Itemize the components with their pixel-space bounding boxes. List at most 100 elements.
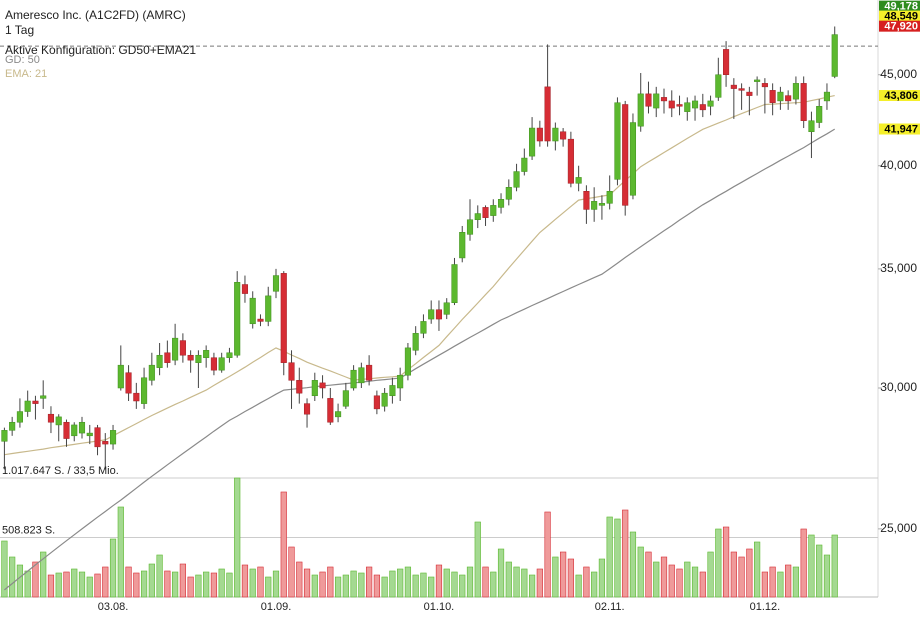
candle-body: [71, 424, 78, 437]
candle-body: [660, 97, 668, 102]
volume-bar: [823, 554, 831, 598]
candle-body: [536, 127, 543, 142]
volume-bar: [9, 556, 16, 598]
volume-bar: [280, 491, 287, 598]
candle-body: [816, 106, 823, 123]
candle-body: [40, 395, 47, 399]
candle-body: [738, 88, 745, 91]
candle-body: [172, 337, 179, 361]
volume-bar: [536, 568, 543, 598]
volume-bar: [179, 563, 186, 598]
volume-bar: [203, 571, 210, 598]
candle-body: [622, 104, 629, 206]
volume-bar: [428, 576, 435, 598]
candle-body: [241, 284, 249, 294]
candle-body: [249, 297, 256, 325]
volume-bar: [319, 571, 326, 598]
volume-bar: [1, 540, 8, 598]
candle-body: [754, 79, 761, 82]
volume-bar: [800, 528, 807, 598]
candle-body: [575, 177, 582, 184]
volume-bar: [567, 558, 574, 598]
candle-body: [591, 201, 598, 210]
candle-body: [614, 102, 621, 180]
candle-body: [629, 122, 637, 196]
candle-body: [47, 413, 55, 423]
volume-bar: [715, 528, 722, 598]
candle-body: [428, 309, 435, 320]
volume-bar: [40, 551, 47, 598]
volume-bar: [598, 558, 606, 598]
volume-bar: [777, 571, 784, 598]
volume-bar: [513, 566, 520, 598]
candle-body: [16, 411, 23, 423]
candle-body: [606, 191, 613, 204]
candle-body: [272, 275, 280, 292]
volume-bar: [443, 568, 450, 598]
volume-bar: [24, 570, 31, 598]
volume-bar: [404, 566, 412, 598]
candle-body: [443, 302, 450, 315]
candle-body: [148, 364, 155, 381]
candle-body: [792, 83, 799, 100]
frame: [0, 0, 879, 598]
candle-body: [544, 86, 551, 142]
config-label: Aktive Konfiguration: GD50+EMA21: [5, 43, 196, 57]
candle-body: [490, 205, 497, 216]
volume-bar: [637, 546, 644, 598]
volume-bar: [668, 564, 675, 598]
candle-body: [389, 385, 396, 397]
volume-bar: [606, 516, 613, 598]
candle-body: [761, 83, 768, 88]
price-marker-label: 43,806: [884, 90, 918, 102]
candle-body: [552, 127, 559, 142]
volume-bar: [241, 564, 249, 598]
candle-body: [195, 354, 202, 363]
candle-body: [373, 395, 380, 410]
candle-body: [474, 213, 481, 220]
volume-bar: [816, 544, 823, 598]
candle-body: [808, 120, 815, 132]
legend-entry: GD: 50: [5, 54, 40, 66]
volume-bar: [435, 564, 443, 598]
candle-body: [567, 138, 574, 184]
volume-bar: [521, 568, 528, 598]
y-tick-label: 40,000: [880, 158, 917, 172]
volume-bar: [265, 576, 272, 598]
volume-bar: [691, 566, 699, 598]
candle-body: [342, 390, 349, 407]
volume-bar: [591, 571, 598, 598]
volume-bar: [831, 534, 838, 598]
legend-entry: EMA: 21: [5, 68, 47, 80]
volume-bar: [761, 571, 768, 598]
x-tick-label: 01.12.: [750, 601, 781, 613]
y-tick-label: 35,000: [880, 261, 917, 275]
volume-bar: [358, 572, 365, 598]
candle-body: [466, 219, 474, 235]
candle-body: [1, 430, 8, 442]
candle-body: [505, 187, 512, 200]
price-marker: [879, 90, 920, 102]
candle-body: [598, 203, 605, 206]
candle-body: [777, 91, 784, 102]
candle-body: [358, 367, 365, 384]
volume-bar: [133, 572, 140, 598]
volume-bar: [156, 554, 163, 598]
volume-bar: [482, 566, 489, 598]
x-tick-label: 02.11.: [595, 601, 625, 613]
candle-body: [125, 372, 132, 394]
candle-body: [319, 382, 326, 389]
candle-body: [653, 93, 660, 109]
volume-bar: [226, 572, 233, 598]
candle-body: [412, 333, 419, 351]
volume-bar: [257, 566, 264, 598]
volume-bar: [420, 572, 427, 598]
volume-bar: [172, 571, 179, 598]
price-marker: [879, 10, 920, 22]
volume-bar: [234, 477, 241, 598]
volume-bar: [459, 574, 466, 598]
volume-bar: [71, 568, 78, 598]
volume-bar: [451, 571, 458, 598]
